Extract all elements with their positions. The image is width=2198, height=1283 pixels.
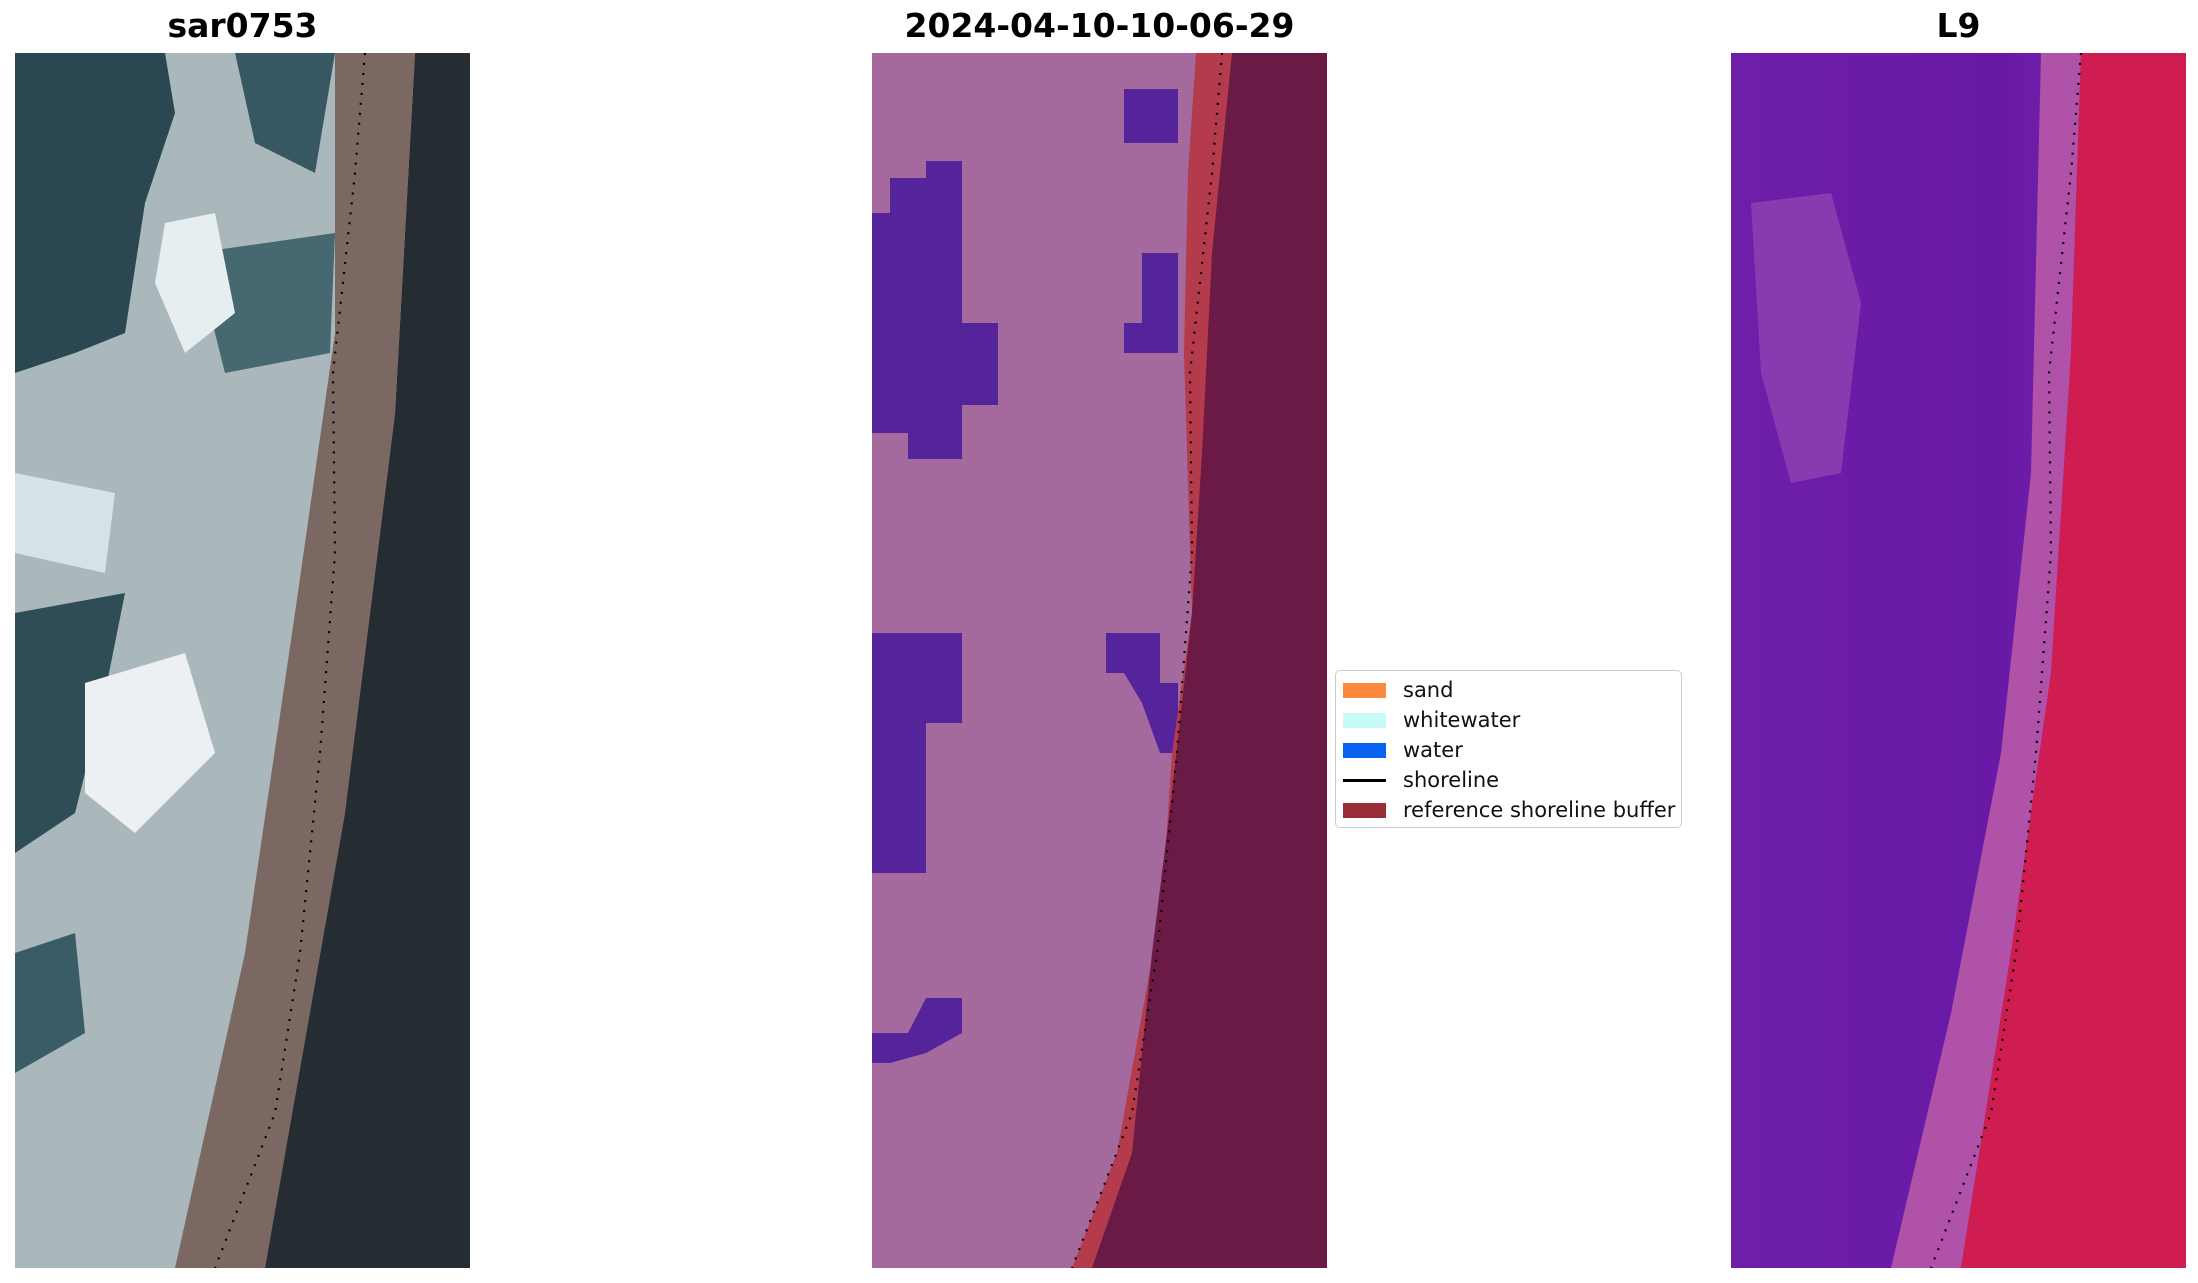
legend: sand whitewater water shoreline referenc… xyxy=(1335,670,1682,828)
class-water-2 xyxy=(872,633,962,873)
rgb-foam-1 xyxy=(155,213,235,353)
legend-label-reference-buffer: reference shoreline buffer xyxy=(1403,798,1676,822)
class-water-5 xyxy=(1106,633,1178,753)
rgb-dark-water-1 xyxy=(15,53,175,373)
class-water-3 xyxy=(1124,89,1178,143)
class-shoreline xyxy=(1070,53,1224,1268)
panel-title-rgb: sar0753 xyxy=(167,6,318,45)
panel-title-ndwi: L9 xyxy=(1936,6,1981,45)
class-water-6 xyxy=(872,998,962,1063)
whitewater-swatch xyxy=(1343,712,1386,728)
legend-label-sand: sand xyxy=(1403,678,1454,702)
shoreline-line-swatch xyxy=(1343,778,1386,782)
legend-item-whitewater: whitewater xyxy=(1336,705,1681,735)
legend-label-water: water xyxy=(1403,738,1463,762)
legend-item-sand: sand xyxy=(1336,675,1681,705)
rgb-image-panel xyxy=(15,53,470,1268)
rgb-dark-water-4 xyxy=(235,53,335,173)
class-buffer xyxy=(1072,53,1232,1268)
rgb-shoreline xyxy=(213,53,367,1268)
rgb-image xyxy=(15,53,470,1268)
rgb-foam-3 xyxy=(15,473,115,573)
class-land xyxy=(1092,53,1327,1268)
ndwi-shoreline xyxy=(1929,53,2083,1268)
reference-buffer-swatch xyxy=(1343,802,1386,818)
legend-label-shoreline: shoreline xyxy=(1403,768,1500,792)
rgb-foam-2 xyxy=(85,653,215,833)
legend-item-reference-buffer: reference shoreline buffer xyxy=(1336,795,1681,825)
ndwi-light-region xyxy=(1751,193,1861,483)
rgb-beach xyxy=(175,53,415,1268)
water-swatch xyxy=(1343,742,1386,758)
classification-image xyxy=(872,53,1327,1268)
ndwi-land xyxy=(1961,53,2186,1268)
class-water-1 xyxy=(872,161,998,459)
legend-item-shoreline: shoreline xyxy=(1336,765,1681,795)
ndwi-panel xyxy=(1731,53,2186,1268)
ndwi-image xyxy=(1731,53,2186,1268)
legend-item-water: water xyxy=(1336,735,1681,765)
legend-label-whitewater: whitewater xyxy=(1403,708,1521,732)
panel-title-classification: 2024-04-10-10-06-29 xyxy=(904,6,1295,45)
rgb-dark-water-2 xyxy=(15,593,125,853)
rgb-dark-water-5 xyxy=(195,233,335,373)
class-water-4 xyxy=(1124,253,1178,353)
classification-panel xyxy=(872,53,1327,1268)
rgb-dark-water-3 xyxy=(15,933,85,1073)
ndwi-transition xyxy=(1891,53,2081,1268)
rgb-land xyxy=(265,53,470,1268)
sand-swatch xyxy=(1343,682,1386,698)
